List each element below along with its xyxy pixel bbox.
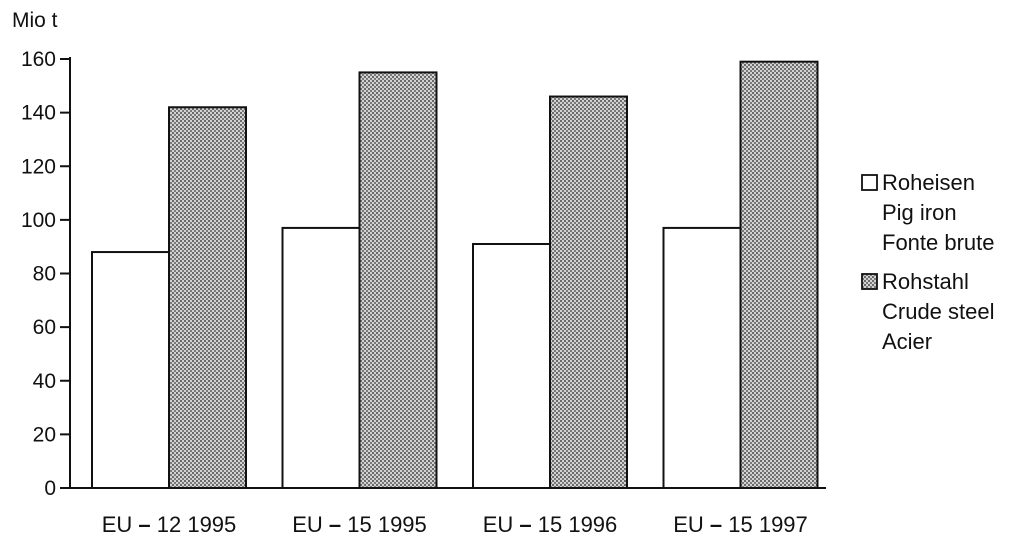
plot-area: 0 20 40 60 80 100 120 140 160 EU – 12 1995 EU – 15… [21, 48, 826, 536]
legend-label: Rohstahl [882, 269, 969, 294]
y-tick-label: 140 [21, 102, 56, 125]
legend-label: Roheisen [882, 170, 975, 195]
bar-crude-steel [739, 60, 819, 490]
y-tick-label: 40 [33, 370, 56, 393]
bar-pig-iron [91, 251, 170, 489]
y-tick-label: 20 [33, 423, 56, 446]
x-tick-label: EU – 15 1995 [292, 512, 427, 536]
y-axis-unit-label: Mio t [12, 9, 58, 32]
y-tick-label: 80 [33, 263, 56, 286]
legend-label: Fonte brute [882, 230, 995, 255]
x-tick-label: EU – 15 1996 [483, 512, 618, 536]
bar-pig-iron [472, 243, 551, 489]
x-tick-label: EU – 12 1995 [102, 512, 237, 536]
y-tick-label: 60 [33, 316, 56, 339]
y-tick-label: 120 [21, 155, 56, 178]
bar-pig-iron [662, 226, 742, 489]
legend-swatch-crude-steel [861, 273, 878, 290]
legend-label: Crude steel [882, 299, 995, 324]
bar-crude-steel [549, 95, 628, 489]
legend: Roheisen Pig iron Fonte brute Rohstahl Crude… [861, 170, 995, 354]
bar-crude-steel [168, 106, 247, 489]
y-tick-label: 0 [44, 477, 56, 500]
legend-label: Pig iron [882, 200, 957, 225]
bar-pig-iron [281, 226, 361, 489]
y-tick-label: 160 [21, 48, 56, 71]
bar-crude-steel [358, 71, 438, 489]
x-tick-label: EU – 15 1997 [673, 512, 808, 536]
legend-swatch-pig-iron [861, 174, 878, 191]
legend-label: Acier [882, 329, 932, 354]
y-tick-label: 100 [21, 209, 56, 232]
